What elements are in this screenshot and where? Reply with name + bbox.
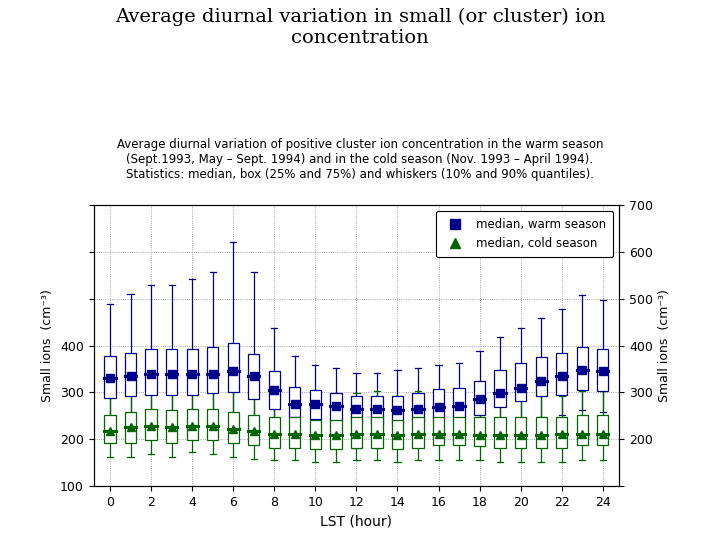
Bar [330, 393, 341, 421]
Bar [289, 417, 300, 448]
Bar [125, 353, 136, 396]
Bar [351, 417, 362, 448]
Bar [228, 412, 239, 443]
Y-axis label: Small ions  (cm⁻³): Small ions (cm⁻³) [659, 289, 672, 402]
Bar [145, 409, 157, 440]
Bar [413, 417, 423, 448]
Text: Average diurnal variation in small (or cluster) ion
concentration: Average diurnal variation in small (or c… [114, 8, 606, 47]
Bar [392, 420, 403, 449]
Bar [207, 409, 218, 440]
Bar [536, 357, 546, 396]
Bar [186, 349, 198, 395]
Bar [310, 390, 321, 419]
Bar [248, 354, 259, 400]
Bar [248, 415, 259, 445]
Bar [577, 415, 588, 445]
Bar [433, 417, 444, 445]
Bar [413, 393, 423, 421]
Bar [454, 388, 464, 418]
Text: Average diurnal variation of positive cluster ion concentration in the warm seas: Average diurnal variation of positive cl… [117, 138, 603, 181]
Bar [166, 410, 177, 443]
Bar [289, 387, 300, 417]
Bar [104, 415, 116, 443]
X-axis label: LST (hour): LST (hour) [320, 514, 392, 528]
Bar [330, 420, 341, 449]
Bar [269, 417, 280, 448]
Bar [536, 417, 546, 448]
Bar [556, 417, 567, 448]
Bar [207, 347, 218, 393]
Bar [269, 372, 280, 409]
Bar [392, 396, 403, 424]
Bar [597, 415, 608, 445]
Bar [166, 349, 177, 395]
Bar [474, 381, 485, 415]
Bar [125, 412, 136, 443]
Bar [104, 356, 116, 398]
Bar [495, 370, 505, 407]
Bar [433, 389, 444, 419]
Bar [597, 349, 608, 392]
Bar [515, 417, 526, 448]
Bar [372, 417, 382, 448]
Bar [474, 417, 485, 446]
Legend: median, warm season, median, cold season: median, warm season, median, cold season [436, 211, 613, 257]
Bar [372, 396, 382, 424]
Bar [228, 343, 239, 393]
Y-axis label: Small ions  (cm⁻³): Small ions (cm⁻³) [42, 289, 55, 402]
Bar [577, 347, 588, 390]
Bar [556, 353, 567, 395]
Bar [310, 420, 321, 449]
Bar [515, 363, 526, 401]
Bar [186, 409, 198, 440]
Bar [145, 349, 157, 395]
Bar [495, 417, 505, 448]
Bar [454, 417, 464, 445]
Bar [351, 396, 362, 424]
